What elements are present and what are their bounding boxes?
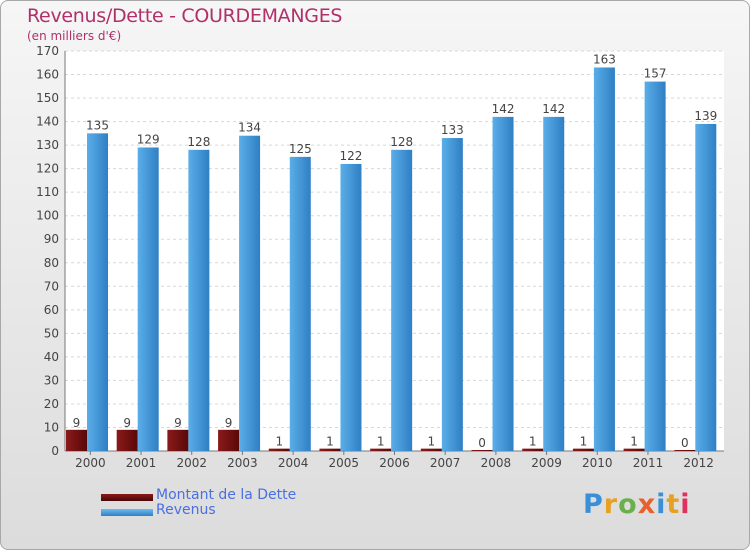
debt-bar — [66, 429, 87, 451]
debt-bar — [572, 448, 594, 451]
revenue-bar — [87, 133, 108, 451]
legend-label-debt: Montant de la Dette — [156, 487, 297, 503]
y-tick-label: 20 — [44, 397, 59, 411]
debt-value-label: 9 — [73, 416, 81, 430]
revenue-bar — [289, 156, 311, 451]
revenue-value-label: 128 — [390, 135, 413, 149]
revenue-value-label: 139 — [694, 109, 717, 123]
y-tick-label: 40 — [44, 350, 59, 364]
debt-bar — [471, 450, 493, 451]
debt-bar — [420, 448, 442, 451]
x-tick-label: 2000 — [75, 456, 106, 470]
x-tick-label: 2005 — [329, 456, 360, 470]
logo-letter: t — [666, 489, 681, 520]
chart-title: Revenus/Dette - COURDEMANGES — [27, 5, 343, 27]
revenue-value-label: 135 — [86, 118, 109, 132]
x-tick-label: 2008 — [481, 456, 512, 470]
logo-letter: o — [618, 489, 638, 520]
y-tick-label: 170 — [36, 44, 59, 58]
debt-bar — [218, 429, 240, 451]
revenue-value-label: 133 — [441, 123, 464, 137]
debt-bar — [116, 429, 138, 451]
legend-swatch-revenue — [101, 509, 153, 516]
revenue-bar — [543, 116, 565, 451]
y-tick-label: 50 — [44, 326, 59, 340]
debt-value-label: 1 — [529, 435, 537, 449]
y-tick-label: 100 — [36, 209, 59, 223]
debt-value-label: 9 — [174, 416, 182, 430]
revenue-value-label: 134 — [238, 121, 261, 135]
x-tick-label: 2002 — [176, 456, 207, 470]
debt-bar — [522, 448, 544, 451]
y-tick-label: 110 — [36, 185, 59, 199]
revenue-value-label: 142 — [542, 102, 565, 116]
legend-label-revenue: Revenus — [156, 502, 216, 518]
y-tick-label: 80 — [44, 256, 59, 270]
debt-bar — [319, 448, 341, 451]
y-tick-label: 160 — [36, 68, 59, 82]
y-tick-label: 30 — [44, 373, 59, 387]
x-tick-label: 2007 — [430, 456, 461, 470]
y-tick-label: 10 — [44, 420, 59, 434]
x-tick-label: 2004 — [278, 456, 309, 470]
y-tick-label: 140 — [36, 115, 59, 129]
x-tick-label: 2003 — [227, 456, 258, 470]
revenue-value-label: 142 — [492, 102, 515, 116]
debt-bar — [268, 448, 290, 451]
revenue-bar — [188, 149, 210, 451]
debt-value-label: 9 — [225, 416, 233, 430]
x-tick-label: 2001 — [126, 456, 157, 470]
revenue-bar — [239, 135, 261, 452]
debt-value-label: 1 — [580, 435, 588, 449]
debt-bar — [623, 448, 645, 451]
chart-subtitle: (en milliers d'€) — [27, 29, 122, 43]
revenue-value-label: 128 — [187, 135, 210, 149]
revenue-value-label: 125 — [289, 142, 312, 156]
revenue-bar — [137, 147, 159, 451]
revenue-bar — [340, 163, 362, 452]
logo-letter: r — [603, 489, 619, 520]
legend-swatch-debt — [101, 494, 153, 501]
x-tick-label: 2006 — [379, 456, 410, 470]
logo-letter: P — [583, 489, 604, 520]
x-tick-label: 2012 — [683, 456, 714, 470]
revenue-value-label: 163 — [593, 52, 616, 66]
y-tick-label: 60 — [44, 303, 59, 317]
debt-bar — [167, 429, 189, 451]
debt-value-label: 0 — [478, 436, 486, 450]
y-tick-label: 130 — [36, 138, 59, 152]
y-tick-label: 70 — [44, 279, 59, 293]
debt-value-label: 1 — [377, 435, 385, 449]
debt-value-label: 0 — [681, 436, 689, 450]
x-tick-label: 2011 — [633, 456, 664, 470]
y-tick-label: 0 — [51, 444, 59, 458]
y-tick-label: 120 — [36, 162, 59, 176]
logo-letter: i — [656, 489, 667, 520]
proxiti-logo: Proxiti — [583, 489, 691, 520]
revenue-value-label: 129 — [137, 132, 160, 146]
debt-value-label: 1 — [275, 435, 283, 449]
x-tick-label: 2009 — [531, 456, 562, 470]
logo-letter: i — [680, 489, 691, 520]
revenue-bar — [695, 123, 717, 452]
revenue-value-label: 157 — [644, 67, 667, 81]
debt-value-label: 1 — [630, 435, 638, 449]
revenue-bar — [492, 116, 514, 451]
revenue-bar — [391, 149, 413, 451]
revenue-bar — [593, 67, 615, 452]
y-tick-label: 150 — [36, 91, 59, 105]
debt-value-label: 1 — [428, 435, 436, 449]
debt-value-label: 9 — [123, 416, 131, 430]
debt-bar — [674, 450, 696, 451]
revenue-value-label: 122 — [340, 149, 363, 163]
x-tick-label: 2010 — [582, 456, 613, 470]
revenue-bar — [441, 138, 463, 451]
logo-letter: x — [637, 489, 657, 520]
debt-value-label: 1 — [326, 435, 334, 449]
revenue-bar — [644, 81, 666, 452]
debt-bar — [370, 448, 392, 451]
y-tick-label: 90 — [44, 232, 59, 246]
